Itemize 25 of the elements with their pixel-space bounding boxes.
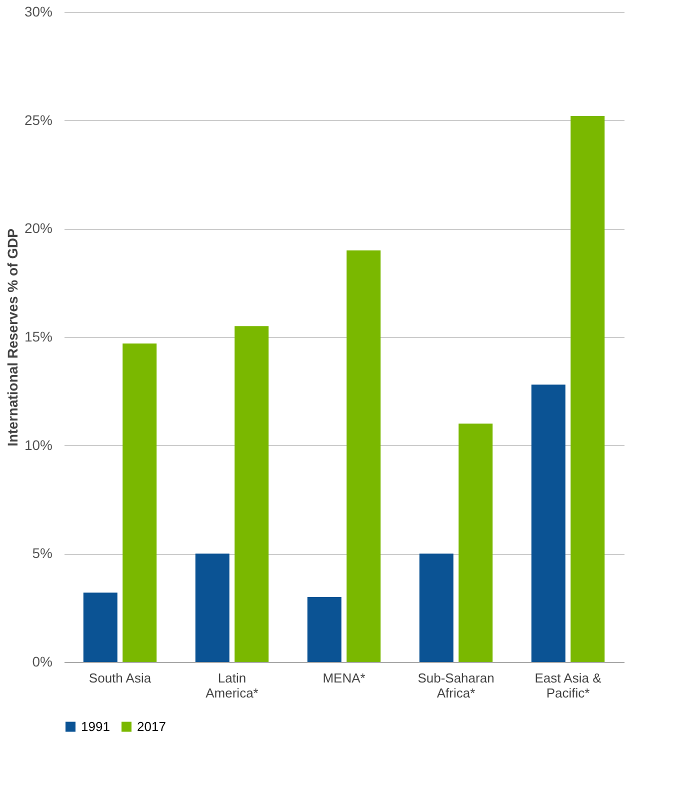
x-tick-label: Sub-Saharan Africa*: [418, 670, 494, 700]
x-tick-label: Latin America*: [206, 670, 258, 700]
y-tick-label: 30%: [24, 4, 52, 20]
x-tick-label: South Asia: [88, 670, 152, 686]
legend-label: 1991: [81, 718, 110, 734]
bar: [234, 326, 269, 662]
bar: [570, 116, 605, 662]
bar: [346, 250, 381, 662]
y-tick-label: 10%: [24, 436, 52, 453]
bar: [83, 592, 118, 662]
y-tick-label: 5%: [32, 545, 52, 562]
bar: [307, 597, 342, 662]
y-tick-label: 15%: [24, 328, 52, 344]
bar: [419, 554, 454, 662]
bar: [531, 384, 566, 662]
bar: [195, 554, 230, 662]
legend-label: 2017: [137, 718, 166, 734]
x-tick-label: East Asia & Pacific*: [534, 670, 602, 700]
y-tick-label: 20%: [24, 220, 52, 236]
bar: [122, 344, 157, 662]
y-tick-label: 0%: [32, 654, 52, 670]
bar: [458, 424, 493, 662]
y-tick-label: 25%: [24, 112, 52, 128]
x-tick-label: MENA*: [322, 670, 366, 686]
y-axis-title: International Reserves % of GDP: [4, 228, 20, 446]
